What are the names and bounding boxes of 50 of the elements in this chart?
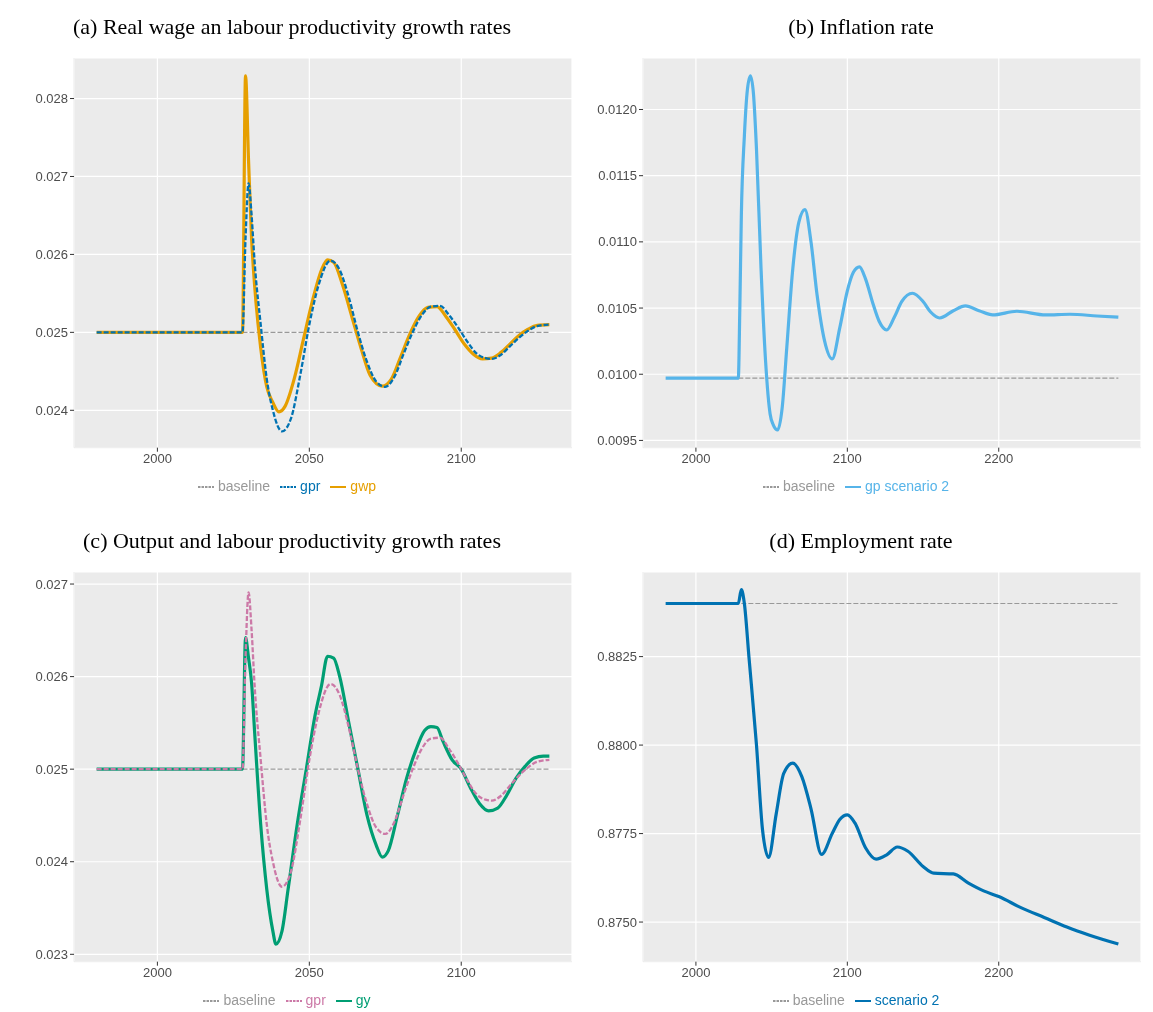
x-tick-label: 2200: [984, 450, 1014, 466]
legend-label: gpr: [305, 991, 326, 1008]
legend-label: gpr: [300, 477, 321, 494]
y-tick-label: 0.027: [35, 169, 68, 185]
x-tick-label: 2000: [142, 450, 172, 466]
y-tick-label: 0.026: [35, 247, 68, 263]
x-tick-label: 2100: [832, 450, 862, 466]
y-tick-label: 0.0110: [598, 234, 637, 250]
y-tick-label: 0.8775: [597, 826, 637, 842]
y-tick-label: 0.023: [35, 946, 68, 962]
x-tick-label: 2000: [142, 964, 172, 980]
chart-title: (a) Real wage an labour productivity growth rates: [72, 13, 512, 41]
legend-label: baseline: [782, 477, 836, 494]
legend-label: baseline: [792, 991, 845, 1008]
y-tick-label: 0.0095: [597, 433, 637, 449]
legend-label: gy: [355, 991, 371, 1008]
y-tick-label: 0.0120: [597, 102, 637, 118]
chart-title: (c) Output and labour productivity growth rates: [82, 527, 502, 555]
y-tick-label: 0.0105: [597, 300, 637, 316]
y-tick-label: 0.8825: [597, 649, 637, 665]
line-series: [95, 591, 551, 888]
x-tick-label: 2100: [832, 964, 862, 980]
legend-label: gwp: [350, 477, 377, 494]
y-tick-label: 0.027: [35, 576, 68, 592]
x-tick-label: 2050: [294, 450, 324, 466]
y-tick-label: 0.024: [35, 402, 68, 418]
y-tick-label: 0.0115: [598, 168, 637, 184]
legend-label: gp scenario 2: [865, 477, 950, 494]
y-tick-label: 0.026: [35, 669, 68, 685]
x-tick-label: 2100: [446, 450, 476, 466]
legend-label: baseline: [223, 991, 276, 1008]
chart-title: (d) Employment rate: [768, 527, 954, 555]
y-tick-label: 0.024: [35, 854, 68, 870]
y-tick-label: 0.8800: [597, 737, 637, 753]
x-tick-label: 2000: [681, 964, 711, 980]
line-series: [664, 588, 1120, 946]
chart-title: (b) Inflation rate: [787, 13, 935, 41]
x-tick-label: 2100: [446, 964, 476, 980]
y-tick-label: 0.0100: [597, 366, 637, 382]
y-tick-label: 0.025: [35, 324, 68, 340]
x-tick-label: 2200: [984, 964, 1014, 980]
line-series: [95, 182, 551, 433]
y-tick-label: 0.028: [35, 91, 68, 107]
y-tick-label: 0.8750: [597, 914, 637, 930]
legend-label: baseline: [217, 477, 271, 494]
x-tick-label: 2000: [681, 450, 711, 466]
y-tick-label: 0.025: [35, 761, 68, 777]
legend-label: scenario 2: [874, 991, 940, 1008]
line-series: [664, 74, 1120, 432]
x-tick-label: 2050: [294, 964, 324, 980]
